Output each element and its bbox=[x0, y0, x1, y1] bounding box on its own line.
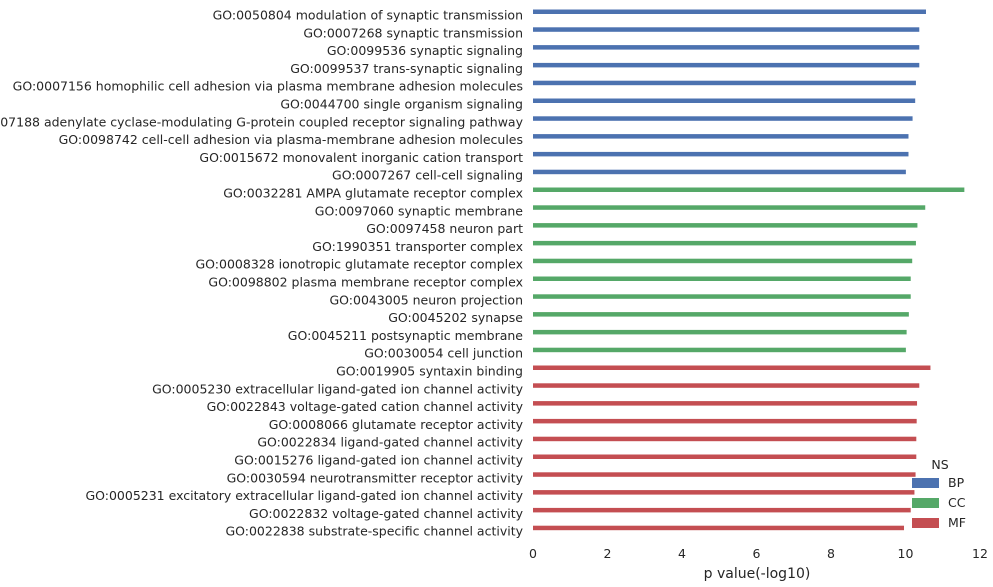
legend: NS BP CC MF bbox=[912, 457, 966, 530]
category-label: GO:0043005 neuron projection bbox=[329, 292, 523, 307]
legend-swatch-bp bbox=[912, 478, 939, 488]
bar-mf bbox=[533, 490, 915, 495]
category-label: GO:0015276 ligand-gated ion channel acti… bbox=[234, 453, 523, 468]
category-label: GO:0005230 extracellular ligand-gated io… bbox=[152, 381, 524, 396]
category-label: GO:0007188 adenylate cyclase-modulating … bbox=[0, 114, 524, 129]
bar-cc bbox=[533, 312, 909, 317]
bar-cc bbox=[533, 276, 911, 281]
category-label: GO:0030054 cell junction bbox=[364, 346, 523, 361]
category-label: GO:0022843 voltage-gated cation channel … bbox=[207, 399, 524, 414]
bar-bp bbox=[533, 27, 920, 32]
bar-bp bbox=[533, 45, 920, 50]
legend-label-mf: MF bbox=[948, 515, 966, 530]
bar-mf bbox=[533, 454, 917, 459]
bars-group bbox=[533, 9, 965, 531]
legend-label-cc: CC bbox=[948, 495, 966, 510]
category-label: GO:0097060 synaptic membrane bbox=[315, 203, 524, 218]
bar-bp bbox=[533, 169, 906, 175]
bar-bp bbox=[533, 151, 909, 157]
category-label: GO:0097458 neuron part bbox=[366, 221, 523, 236]
category-label: GO:0022838 substrate-specific channel ac… bbox=[225, 524, 523, 539]
bar-bp bbox=[533, 9, 926, 14]
legend-label-bp: BP bbox=[948, 475, 965, 490]
legend-swatch-cc bbox=[912, 498, 939, 508]
bar-mf bbox=[533, 507, 911, 513]
category-label: GO:0044700 single organism signaling bbox=[280, 97, 523, 112]
bar-mf bbox=[533, 418, 917, 424]
bar-bp bbox=[533, 80, 916, 86]
bar-mf bbox=[533, 365, 931, 370]
legend-title: NS bbox=[931, 457, 948, 472]
category-label: GO:0032281 AMPA glutamate receptor compl… bbox=[223, 186, 523, 201]
category-label: GO:0022834 ligand-gated channel activity bbox=[257, 435, 523, 450]
bar-cc bbox=[533, 258, 913, 264]
bar-cc bbox=[533, 294, 911, 299]
bar-mf bbox=[533, 436, 917, 442]
bar-cc bbox=[533, 205, 926, 210]
x-tick-label: 8 bbox=[827, 546, 835, 561]
x-tick-label: 10 bbox=[898, 546, 914, 561]
bar-bp bbox=[533, 134, 909, 139]
x-tick-label: 4 bbox=[678, 546, 686, 561]
x-tick-label: 0 bbox=[529, 546, 537, 561]
bar-cc bbox=[533, 347, 906, 353]
bar-cc bbox=[533, 329, 907, 335]
x-tick-labels: 0 2 4 6 8 10 12 bbox=[529, 546, 988, 561]
bar-mf bbox=[533, 383, 920, 388]
bar-mf bbox=[533, 401, 918, 406]
x-axis-title: p value(-log10) bbox=[704, 566, 811, 582]
category-label: GO:0007267 cell-cell signaling bbox=[332, 168, 523, 183]
x-tick-label: 12 bbox=[972, 546, 988, 561]
bar-mf bbox=[533, 525, 905, 531]
category-label: GO:0099537 trans-synaptic signaling bbox=[290, 61, 523, 76]
bar-cc bbox=[533, 187, 965, 192]
category-label: GO:0030594 neurotransmitter receptor act… bbox=[227, 470, 524, 485]
bar-bp bbox=[533, 98, 916, 103]
category-label: GO:0099536 synaptic signaling bbox=[327, 43, 523, 58]
category-label: GO:0008328 ionotropic glutamate receptor… bbox=[196, 257, 524, 272]
category-label: GO:0022832 voltage-gated channel activit… bbox=[249, 506, 524, 521]
category-label: GO:0045211 postsynaptic membrane bbox=[288, 328, 524, 343]
bar-mf bbox=[533, 472, 916, 477]
bar-cc bbox=[533, 223, 918, 228]
category-label: GO:0015672 monovalent inorganic cation t… bbox=[199, 150, 523, 165]
x-tick-label: 6 bbox=[753, 546, 761, 561]
category-label: GO:0098802 plasma membrane receptor comp… bbox=[208, 275, 523, 290]
category-label: GO:0050804 modulation of synaptic transm… bbox=[213, 8, 523, 23]
bar-cc bbox=[533, 240, 916, 246]
category-label: GO:1990351 transporter complex bbox=[312, 239, 523, 254]
category-label: GO:0098742 cell-cell adhesion via plasma… bbox=[59, 132, 523, 147]
bar-bp bbox=[533, 116, 913, 121]
x-tick-label: 2 bbox=[604, 546, 612, 561]
category-label: GO:0045202 synapse bbox=[388, 310, 523, 325]
y-tick-labels: GO:0050804 modulation of synaptic transm… bbox=[0, 8, 524, 539]
category-label: GO:0007156 homophilic cell adhesion via … bbox=[13, 79, 523, 94]
category-label: GO:0007268 synaptic transmission bbox=[303, 25, 523, 40]
category-label: GO:0019905 syntaxin binding bbox=[336, 364, 523, 379]
category-label: GO:0008066 glutamate receptor activity bbox=[269, 417, 524, 432]
bar-bp bbox=[533, 62, 920, 68]
legend-swatch-mf bbox=[912, 518, 939, 528]
category-label: GO:0005231 excitatory extracellular liga… bbox=[85, 488, 523, 503]
